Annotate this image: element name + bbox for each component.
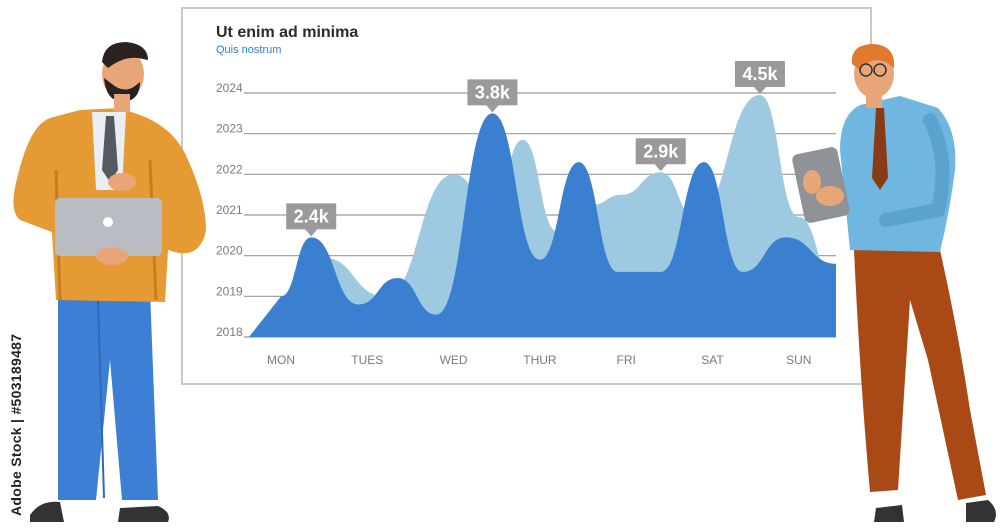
chart-subtitle: Quis nostrum: [216, 44, 282, 56]
right-man-tie: [872, 108, 888, 190]
y-tick-label: 2018: [216, 325, 243, 339]
right-man-shoe: [874, 505, 904, 522]
value-label: 2.4k: [294, 206, 330, 226]
value-callout: [286, 203, 337, 237]
man-with-tablet-illustration: [792, 44, 996, 522]
left-man-shoe: [118, 506, 169, 522]
man-with-laptop-illustration: [13, 42, 207, 522]
x-tick-label: SUN: [786, 353, 811, 367]
value-callout: [635, 138, 686, 172]
y-tick-label: 2022: [216, 162, 243, 176]
x-tick-label: WED: [440, 353, 468, 367]
left-man-tie: [102, 116, 118, 182]
x-tick-label: SAT: [701, 353, 724, 367]
laptop-icon: [55, 198, 162, 256]
value-callout: [467, 79, 518, 113]
value-label: 2.9k: [643, 141, 679, 161]
x-tick-label: TUES: [351, 353, 383, 367]
right-man-hair: [851, 44, 895, 70]
y-tick-label: 2023: [216, 122, 243, 136]
value-label: 3.8k: [475, 82, 511, 102]
y-tick-label: 2021: [216, 203, 243, 217]
area-series-dark: [249, 113, 836, 337]
x-tick-label: FRI: [617, 353, 636, 367]
chart-title: Ut enim ad minima: [216, 24, 359, 41]
stock-watermark: Adobe Stock | #503189487: [8, 333, 24, 516]
y-tick-label: 2019: [216, 284, 243, 298]
left-man-hair: [102, 42, 148, 68]
y-tick-label: 2024: [216, 81, 243, 95]
value-label: 4.5k: [742, 64, 778, 84]
x-tick-label: MON: [267, 353, 295, 367]
right-man-trousers: [854, 250, 986, 500]
left-man-shoe: [30, 501, 64, 522]
left-man-legs: [58, 290, 158, 500]
value-callout: [734, 61, 785, 95]
x-tick-label: THUR: [523, 353, 557, 367]
left-man-beard: [104, 78, 140, 102]
right-man-shoe: [966, 500, 996, 522]
y-tick-label: 2020: [216, 244, 243, 258]
glasses-icon: [859, 63, 873, 77]
